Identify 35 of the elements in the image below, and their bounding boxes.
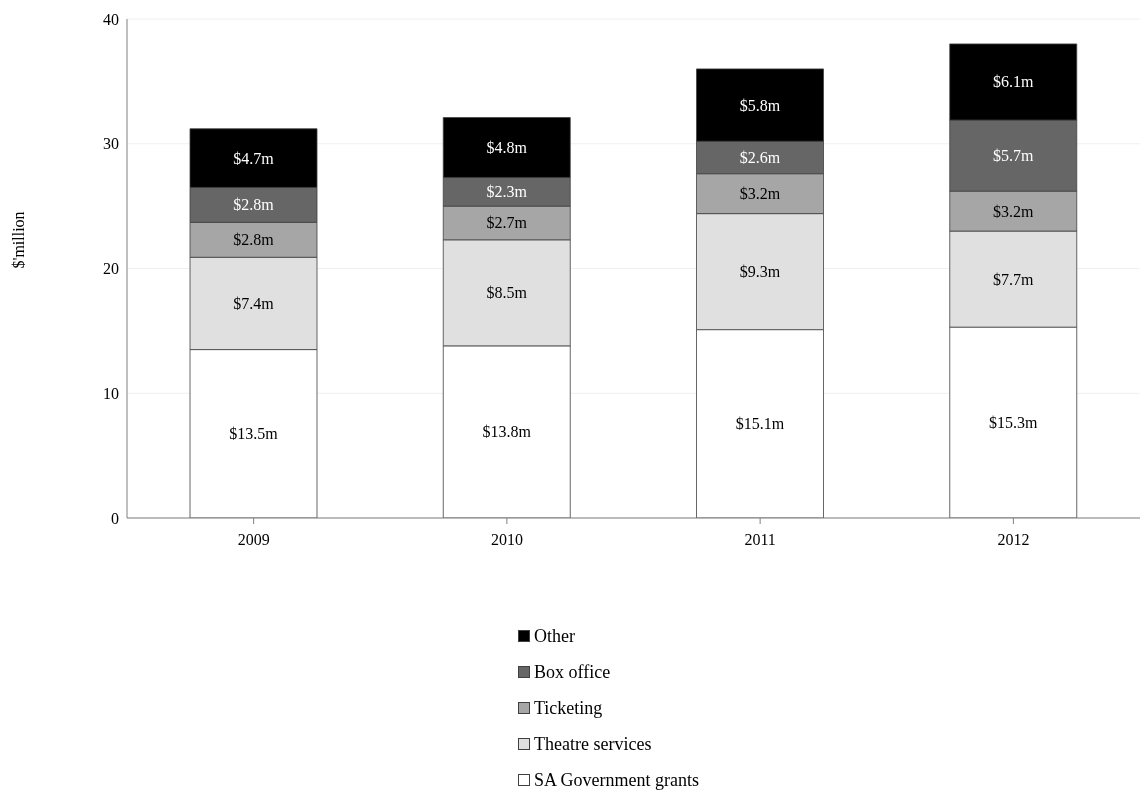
legend-label: Other xyxy=(534,625,575,647)
data-label: $7.4m xyxy=(233,294,275,312)
data-label: $4.8m xyxy=(486,138,528,156)
data-label: $4.7m xyxy=(233,149,275,167)
data-label: $8.5m xyxy=(486,284,528,302)
x-tick-label: 2012 xyxy=(997,531,1030,549)
data-label: $2.8m xyxy=(233,231,275,249)
legend-label: Theatre services xyxy=(534,733,652,755)
data-label: $15.1m xyxy=(735,415,785,433)
y-tick-label: 40 xyxy=(103,10,119,28)
data-label: $13.8m xyxy=(482,423,532,441)
x-tick-label: 2011 xyxy=(744,531,776,549)
data-label: $7.7m xyxy=(993,270,1035,288)
data-label: $3.2m xyxy=(739,185,781,203)
data-label: $2.7m xyxy=(486,214,528,232)
x-tick-label: 2010 xyxy=(490,531,523,549)
x-tick-label: 2009 xyxy=(237,531,270,549)
data-label: $5.8m xyxy=(739,96,781,114)
data-label: $15.3m xyxy=(989,414,1039,432)
y-axis-title: $'million xyxy=(9,211,27,269)
data-label: $2.8m xyxy=(233,196,275,214)
y-tick-label: 30 xyxy=(103,135,119,153)
data-label: $13.5m xyxy=(229,425,279,443)
data-label: $6.1m xyxy=(993,73,1035,91)
data-label: $2.3m xyxy=(486,183,528,201)
legend-label: Box office xyxy=(534,661,611,683)
y-tick-label: 10 xyxy=(103,384,119,402)
y-tick-label: 20 xyxy=(103,260,119,278)
legend-label: SA Government grants xyxy=(534,769,699,791)
y-tick-label: 0 xyxy=(111,509,119,527)
data-label: $5.7m xyxy=(993,147,1035,165)
data-label: $3.2m xyxy=(993,202,1035,220)
legend-label: Ticketing xyxy=(534,697,603,719)
data-label: $2.6m xyxy=(739,148,781,166)
data-label: $9.3m xyxy=(739,263,781,281)
